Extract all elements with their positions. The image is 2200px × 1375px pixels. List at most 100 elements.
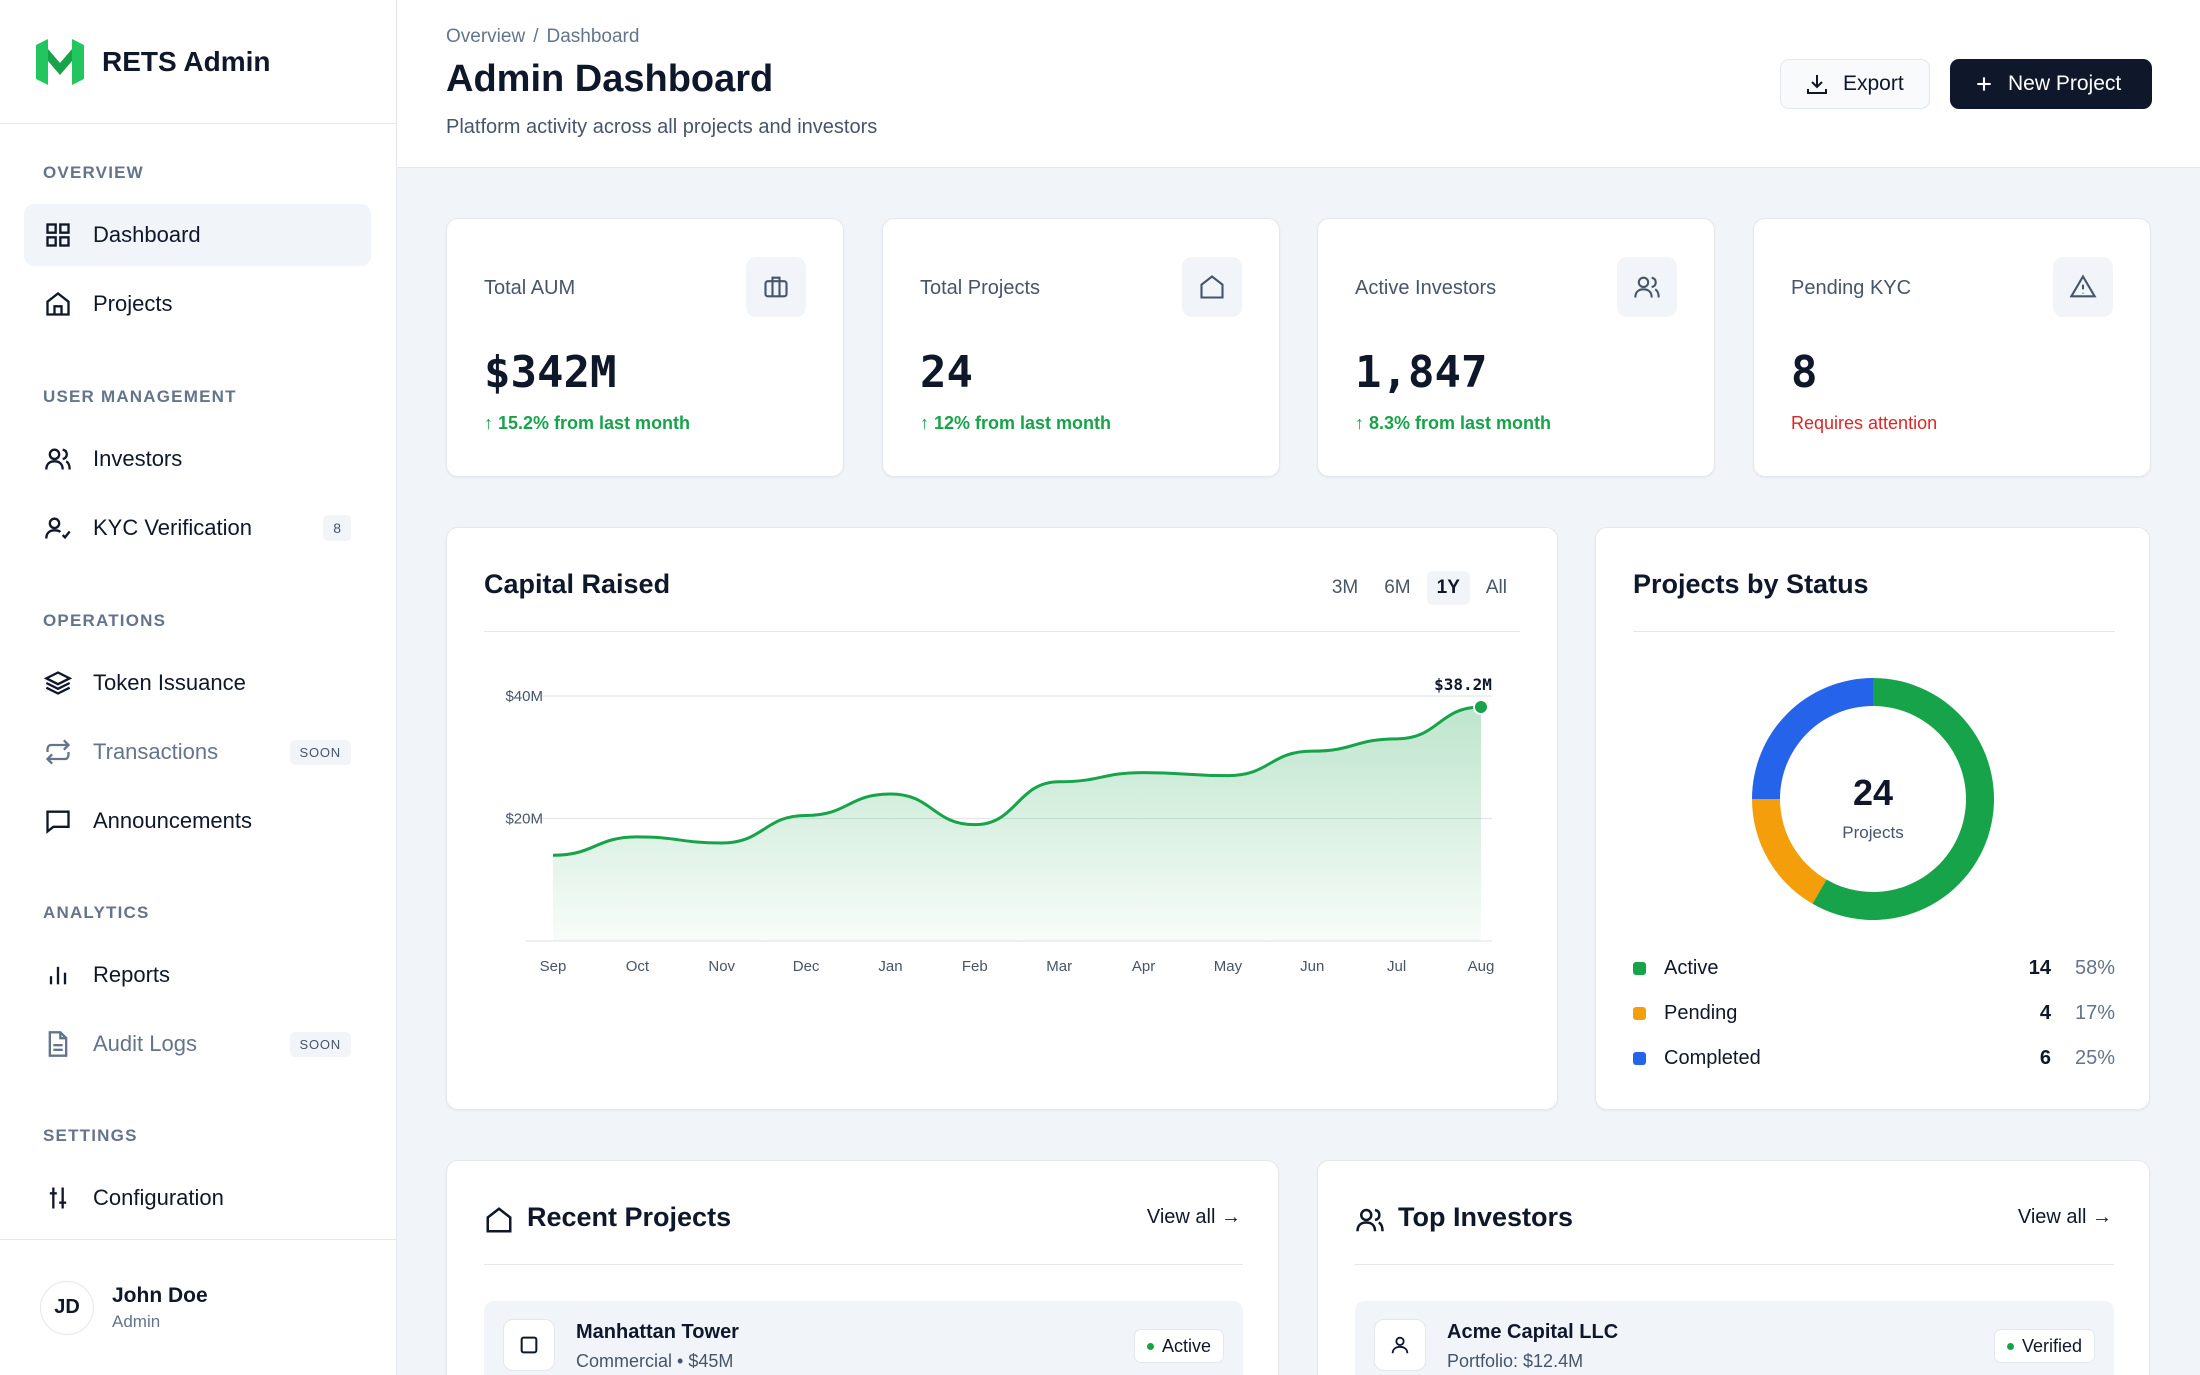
list-item[interactable]: Acme Capital LLC Portfolio: $12.4M Verif… bbox=[1355, 1301, 2114, 1375]
soon-badge: SOON bbox=[289, 1031, 351, 1057]
status-dot bbox=[1146, 1342, 1154, 1350]
legend-swatch bbox=[1633, 1051, 1646, 1065]
breadcrumb-overview[interactable]: Overview bbox=[446, 26, 526, 47]
range-3m[interactable]: 3M bbox=[1331, 577, 1359, 598]
new-project-label: New Project bbox=[2008, 72, 2122, 95]
sidebar-item-configuration[interactable]: Configuration bbox=[24, 1167, 371, 1229]
sidebar-item-audit-logs[interactable]: Audit Logs SOON bbox=[24, 1013, 371, 1075]
sidebar-item-reports[interactable]: Reports bbox=[24, 944, 371, 1006]
section-operations: OPERATIONS bbox=[43, 611, 167, 630]
y-tick-label: $20M bbox=[505, 811, 543, 828]
export-button[interactable]: Export bbox=[1780, 59, 1930, 109]
sidebar-item-label: KYC Verification bbox=[93, 515, 252, 540]
legend-count: 4 bbox=[2039, 1001, 2051, 1024]
sidebar-item-label: Configuration bbox=[93, 1185, 224, 1210]
status-badge: Active bbox=[1133, 1329, 1224, 1363]
divider bbox=[1633, 631, 2115, 632]
legend-count: 6 bbox=[2039, 1046, 2051, 1069]
brand[interactable]: RETS Admin bbox=[0, 0, 396, 124]
section-settings: SETTINGS bbox=[43, 1126, 138, 1145]
stat-label: Total Projects bbox=[920, 277, 1041, 299]
legend-name: Completed bbox=[1664, 1046, 1761, 1069]
list-item[interactable]: Manhattan Tower Commercial • $45M Active bbox=[484, 1301, 1243, 1375]
legend-name: Pending bbox=[1664, 1001, 1738, 1024]
bar-chart-icon bbox=[43, 960, 73, 990]
stat-card-total-projects: Total Projects 24 ↑ 12% from last month bbox=[882, 218, 1280, 477]
x-tick-label: Oct bbox=[626, 958, 650, 975]
y-tick-label: $40M bbox=[505, 688, 543, 705]
layers-icon bbox=[43, 668, 73, 698]
recent-projects-view-all[interactable]: View all → bbox=[1146, 1206, 1241, 1228]
page-subtitle: Platform activity across all projects an… bbox=[446, 116, 878, 138]
sidebar-item-dashboard[interactable]: Dashboard bbox=[24, 204, 371, 266]
x-tick-label: May bbox=[1214, 958, 1243, 975]
capital-area-chart: $20M $40M Sep Oct Nov Dec Jan Feb Mar Apr May Jun Ju… bbox=[505, 675, 1495, 975]
stat-delta: ↑ 15.2% from last month bbox=[484, 413, 691, 433]
user-check-icon bbox=[43, 513, 73, 543]
sidebar-item-label: Projects bbox=[93, 291, 173, 316]
sidebar-item-label: Token Issuance bbox=[93, 670, 246, 695]
top-investors-view-all[interactable]: View all → bbox=[2017, 1206, 2112, 1228]
range-all[interactable]: All bbox=[1485, 577, 1507, 598]
repeat-icon bbox=[43, 737, 73, 767]
logo-icon bbox=[36, 38, 84, 85]
legend-count: 14 bbox=[2028, 956, 2051, 979]
status-badge: Verified bbox=[1993, 1329, 2095, 1363]
legend-name: Active bbox=[1664, 956, 1719, 979]
x-tick-label: Feb bbox=[962, 958, 988, 975]
sidebar-item-kyc[interactable]: KYC Verification 8 bbox=[24, 497, 371, 559]
divider bbox=[484, 1264, 1243, 1265]
users-icon bbox=[1356, 1208, 1384, 1232]
range-6m[interactable]: 6M bbox=[1384, 577, 1411, 598]
donut-slice-completed bbox=[1752, 678, 1873, 799]
donut-slice-pending bbox=[1752, 799, 1827, 904]
x-tick-label: Aug bbox=[1468, 958, 1495, 975]
status-title: Projects by Status bbox=[1633, 569, 1869, 599]
square-icon bbox=[503, 1319, 555, 1371]
top-investors-title: Top Investors bbox=[1398, 1202, 1574, 1232]
user-profile[interactable]: JD John Doe Admin bbox=[0, 1239, 396, 1375]
grid-icon bbox=[43, 220, 73, 250]
x-tick-label: Apr bbox=[1132, 958, 1155, 975]
recent-projects-title: Recent Projects bbox=[527, 1202, 732, 1232]
stat-card-active-investors: Active Investors 1,847 ↑ 8.3% from last … bbox=[1317, 218, 1715, 477]
sidebar-item-investors[interactable]: Investors bbox=[24, 428, 371, 490]
divider bbox=[1355, 1264, 2114, 1265]
donut-total: 24 bbox=[1853, 772, 1893, 813]
stat-delta: ↑ 12% from last month bbox=[920, 413, 1112, 433]
status-label: Verified bbox=[2021, 1335, 2082, 1356]
sidebar-item-announcements[interactable]: Announcements bbox=[24, 790, 371, 852]
projects-by-status-card: Projects by Status 24 Projects Active 14… bbox=[1595, 527, 2150, 1110]
x-tick-label: Jun bbox=[1300, 958, 1324, 975]
new-project-button[interactable]: New Project bbox=[1950, 59, 2152, 109]
user-icon bbox=[1374, 1319, 1426, 1371]
user-role: Admin bbox=[112, 1311, 161, 1331]
sidebar-item-transactions[interactable]: Transactions SOON bbox=[24, 721, 371, 783]
x-tick-label: Jan bbox=[878, 958, 902, 975]
legend-percent: 25% bbox=[2075, 1046, 2116, 1069]
stat-card-total-aum: Total AUM $342M ↑ 15.2% from last month bbox=[446, 218, 844, 477]
home-icon bbox=[1182, 257, 1242, 317]
home-icon bbox=[43, 289, 73, 319]
stat-delta: ↑ 8.3% from last month bbox=[1355, 413, 1552, 433]
sidebar-item-label: Announcements bbox=[93, 808, 252, 833]
soon-badge: SOON bbox=[289, 739, 351, 765]
brand-name: RETS Admin bbox=[102, 45, 271, 77]
briefcase-icon bbox=[746, 257, 806, 317]
section-analytics: ANALYTICS bbox=[43, 903, 150, 922]
sidebar-item-projects[interactable]: Projects bbox=[24, 273, 371, 335]
area-fill bbox=[553, 707, 1481, 941]
sidebar-item-token-issuance[interactable]: Token Issuance bbox=[24, 652, 371, 714]
x-tick-label: Mar bbox=[1046, 958, 1072, 975]
avatar: JD bbox=[40, 1280, 94, 1335]
stat-label: Pending KYC bbox=[1791, 277, 1912, 299]
user-name: John Doe bbox=[112, 1283, 208, 1307]
range-selector: 3M 6M 1Y All bbox=[1322, 571, 1517, 605]
download-icon bbox=[1807, 75, 1827, 94]
sidebar-item-label: Investors bbox=[93, 446, 183, 471]
recent-projects-card: Recent Projects View all → Manhattan Tow… bbox=[446, 1160, 1279, 1375]
stat-label: Active Investors bbox=[1355, 277, 1497, 299]
capital-raised-card: Capital Raised 3M 6M 1Y All $20M $40M Sep O… bbox=[446, 527, 1558, 1110]
file-icon bbox=[43, 1029, 73, 1059]
range-1y[interactable]: 1Y bbox=[1426, 571, 1470, 605]
